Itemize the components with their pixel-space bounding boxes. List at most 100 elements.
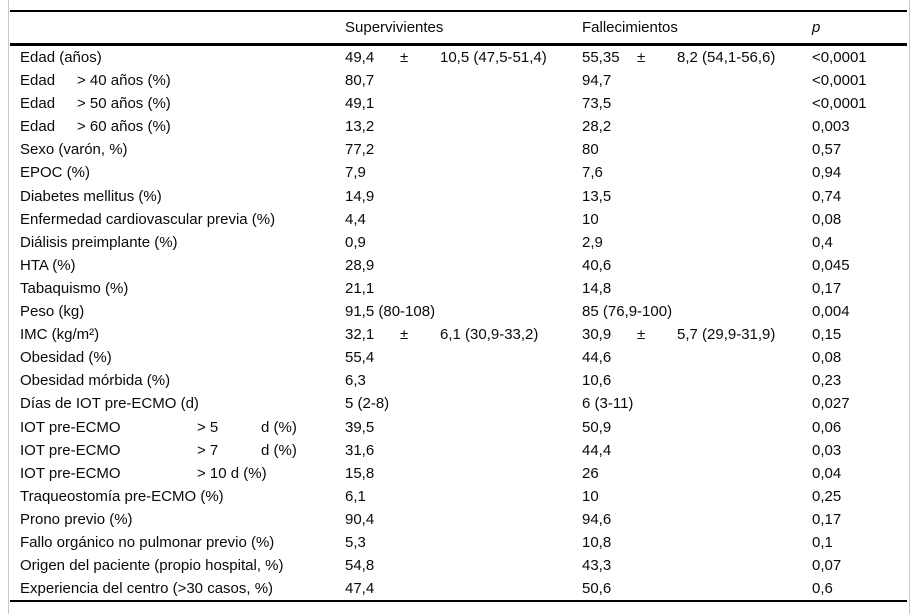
cell-label: Sexo (varón, %) [20, 141, 128, 159]
table-row: IOT pre-ECMO > 10 d (%) 15,8 26 0,04 [9, 462, 909, 485]
cell-fallecimientos: 94,7 [582, 72, 612, 90]
table-row: Edad (años) 49,4 ±10,5 (47,5-51,4) 55,35 ±8,… [9, 46, 909, 69]
cell-part: d (%) [261, 418, 297, 436]
cell-label: Tabaquismo (%) [20, 279, 129, 297]
table-row: IOT pre-ECMO > 5 d (%) 39,5 50,9 0,06 [9, 416, 909, 439]
cell-p: 0,74 [812, 187, 842, 205]
header-cell-supervivientes: Supervivientes [345, 19, 444, 36]
table-row: Sexo (varón, %) 77,2 80 0,57 [9, 138, 909, 161]
table-row: Edad > 60 años (%) 13,2 28,2 0,003 [9, 115, 909, 138]
cell-part: ± [400, 49, 409, 66]
cell-fallecimientos: 73,5 [582, 95, 612, 113]
table-row: Diabetes mellitus (%) 14,9 13,5 0,74 [9, 185, 909, 208]
table-top-rule [10, 10, 907, 12]
table-body: Edad (años) 49,4 ±10,5 (47,5-51,4) 55,35 ±8,… [9, 46, 909, 600]
cell-label: IOT pre-ECMO > 7 d (%) [20, 439, 345, 462]
cell-fallecimientos: 44,4 [582, 441, 612, 459]
cell-fallecimientos: 44,6 [582, 349, 612, 367]
cell-part: 32,1 [345, 326, 375, 344]
table-row: Días de IOT pre-ECMO (d) 5 (2-8) 6 (3-11) 0… [9, 392, 909, 415]
cell-supervivientes: 32,1 ±6,1 (30,9-33,2) [345, 323, 582, 346]
table-row: IMC (kg/m²) 32,1 ±6,1 (30,9-33,2) 30,9 ±5,7 … [9, 323, 909, 346]
cell-p: 0,03 [812, 441, 842, 459]
cell-label: Edad (años) [20, 49, 102, 66]
cell-p: 0,1 [812, 533, 833, 551]
cell-supervivientes: 90,4 [345, 510, 375, 528]
cell-supervivientes: 4,4 [345, 210, 366, 228]
cell-part: IOT pre-ECMO [20, 464, 121, 482]
cell-fallecimientos: 2,9 [582, 233, 603, 251]
cell-part: > 40 años (%) [77, 72, 171, 90]
cell-p: 0,003 [812, 118, 850, 136]
cell-label: Enfermedad cardiovascular previa (%) [20, 210, 276, 228]
cell-label: IOT pre-ECMO > 10 d (%) [20, 462, 345, 485]
table-row: Obesidad mórbida (%) 6,3 10,6 0,23 [9, 369, 909, 392]
table-header-row: Supervivientes Fallecimientos p [9, 12, 909, 43]
cell-fallecimientos: 94,6 [582, 510, 612, 528]
cell-fallecimientos: 10,6 [582, 372, 612, 390]
comparison-table: Supervivientes Fallecimientos p Edad (añ… [8, 0, 910, 614]
cell-supervivientes: 13,2 [345, 118, 375, 136]
table-row: EPOC (%) 7,9 7,6 0,94 [9, 161, 909, 184]
cell-supervivientes: 54,8 [345, 557, 375, 575]
cell-part: 10,5 (47,5-51,4) [440, 49, 547, 66]
cell-part: Edad [20, 95, 56, 113]
cell-part: 8,2 (54,1-56,6) [677, 49, 776, 66]
table-row: Peso (kg) 91,5 (80-108) 85 (76,9-100) 0,004 [9, 300, 909, 323]
cell-supervivientes: 77,2 [345, 141, 375, 159]
cell-p: 0,17 [812, 510, 842, 528]
cell-label: Obesidad mórbida (%) [20, 372, 171, 390]
cell-supervivientes: 49,1 [345, 95, 375, 113]
cell-p: 0,06 [812, 418, 842, 436]
cell-fallecimientos: 43,3 [582, 557, 612, 575]
table-header-rule [10, 43, 907, 46]
cell-supervivientes: 5,3 [345, 533, 366, 551]
cell-p: 0,07 [812, 557, 842, 575]
cell-fallecimientos: 6 (3-11) [582, 395, 634, 413]
cell-part: ± [637, 326, 646, 344]
table-bottom-rule [10, 600, 907, 603]
cell-part: 5,7 (29,9-31,9) [677, 326, 776, 344]
cell-supervivientes: 21,1 [345, 279, 375, 297]
cell-fallecimientos: 10,8 [582, 533, 612, 551]
cell-p: 0,94 [812, 164, 842, 182]
cell-part: > 10 d (%) [197, 464, 267, 482]
table-row: Edad > 50 años (%) 49,1 73,5 <0,0001 [9, 92, 909, 115]
cell-supervivientes: 28,9 [345, 256, 375, 274]
cell-supervivientes: 15,8 [345, 464, 375, 482]
cell-part: Edad [20, 118, 56, 136]
cell-fallecimientos: 10 [582, 210, 599, 228]
cell-part: > 50 años (%) [77, 95, 171, 113]
cell-label: Edad > 40 años (%) [20, 69, 345, 92]
table-row: Obesidad (%) 55,4 44,6 0,08 [9, 346, 909, 369]
cell-p: 0,04 [812, 464, 842, 482]
cell-p: 0,027 [812, 395, 850, 413]
cell-part: Edad [20, 72, 56, 90]
cell-part: 49,4 [345, 49, 375, 66]
cell-fallecimientos: 85 (76,9-100) [582, 303, 673, 321]
table-row: Origen del paciente (propio hospital, %)… [9, 554, 909, 577]
cell-supervivientes: 80,7 [345, 72, 375, 90]
cell-label: Diálisis preimplante (%) [20, 233, 178, 251]
cell-supervivientes: 47,4 [345, 580, 375, 598]
cell-fallecimientos: 28,2 [582, 118, 612, 136]
cell-p: <0,0001 [812, 49, 867, 66]
cell-label: Obesidad (%) [20, 349, 112, 367]
header-cell-p: p [812, 19, 821, 36]
cell-part: > 5 [197, 418, 219, 436]
cell-p: 0,17 [812, 279, 842, 297]
cell-part: > 60 años (%) [77, 118, 171, 136]
cell-p: 0,6 [812, 580, 833, 598]
cell-label: Origen del paciente (propio hospital, %) [20, 557, 284, 575]
table-row: Enfermedad cardiovascular previa (%) 4,4 1… [9, 208, 909, 231]
cell-label: Fallo orgánico no pulmonar previo (%) [20, 533, 275, 551]
cell-supervivientes: 55,4 [345, 349, 375, 367]
cell-fallecimientos: 55,35 ±8,2 (54,1-56,6) [582, 46, 812, 69]
cell-p: 0,08 [812, 349, 842, 367]
cell-part: d (%) [261, 441, 297, 459]
cell-label: Traqueostomía pre-ECMO (%) [20, 487, 224, 505]
table-row: IOT pre-ECMO > 7 d (%) 31,6 44,4 0,03 [9, 439, 909, 462]
cell-fallecimientos: 14,8 [582, 279, 612, 297]
cell-label: IOT pre-ECMO > 5 d (%) [20, 416, 345, 439]
cell-fallecimientos: 30,9 ±5,7 (29,9-31,9) [582, 323, 812, 346]
